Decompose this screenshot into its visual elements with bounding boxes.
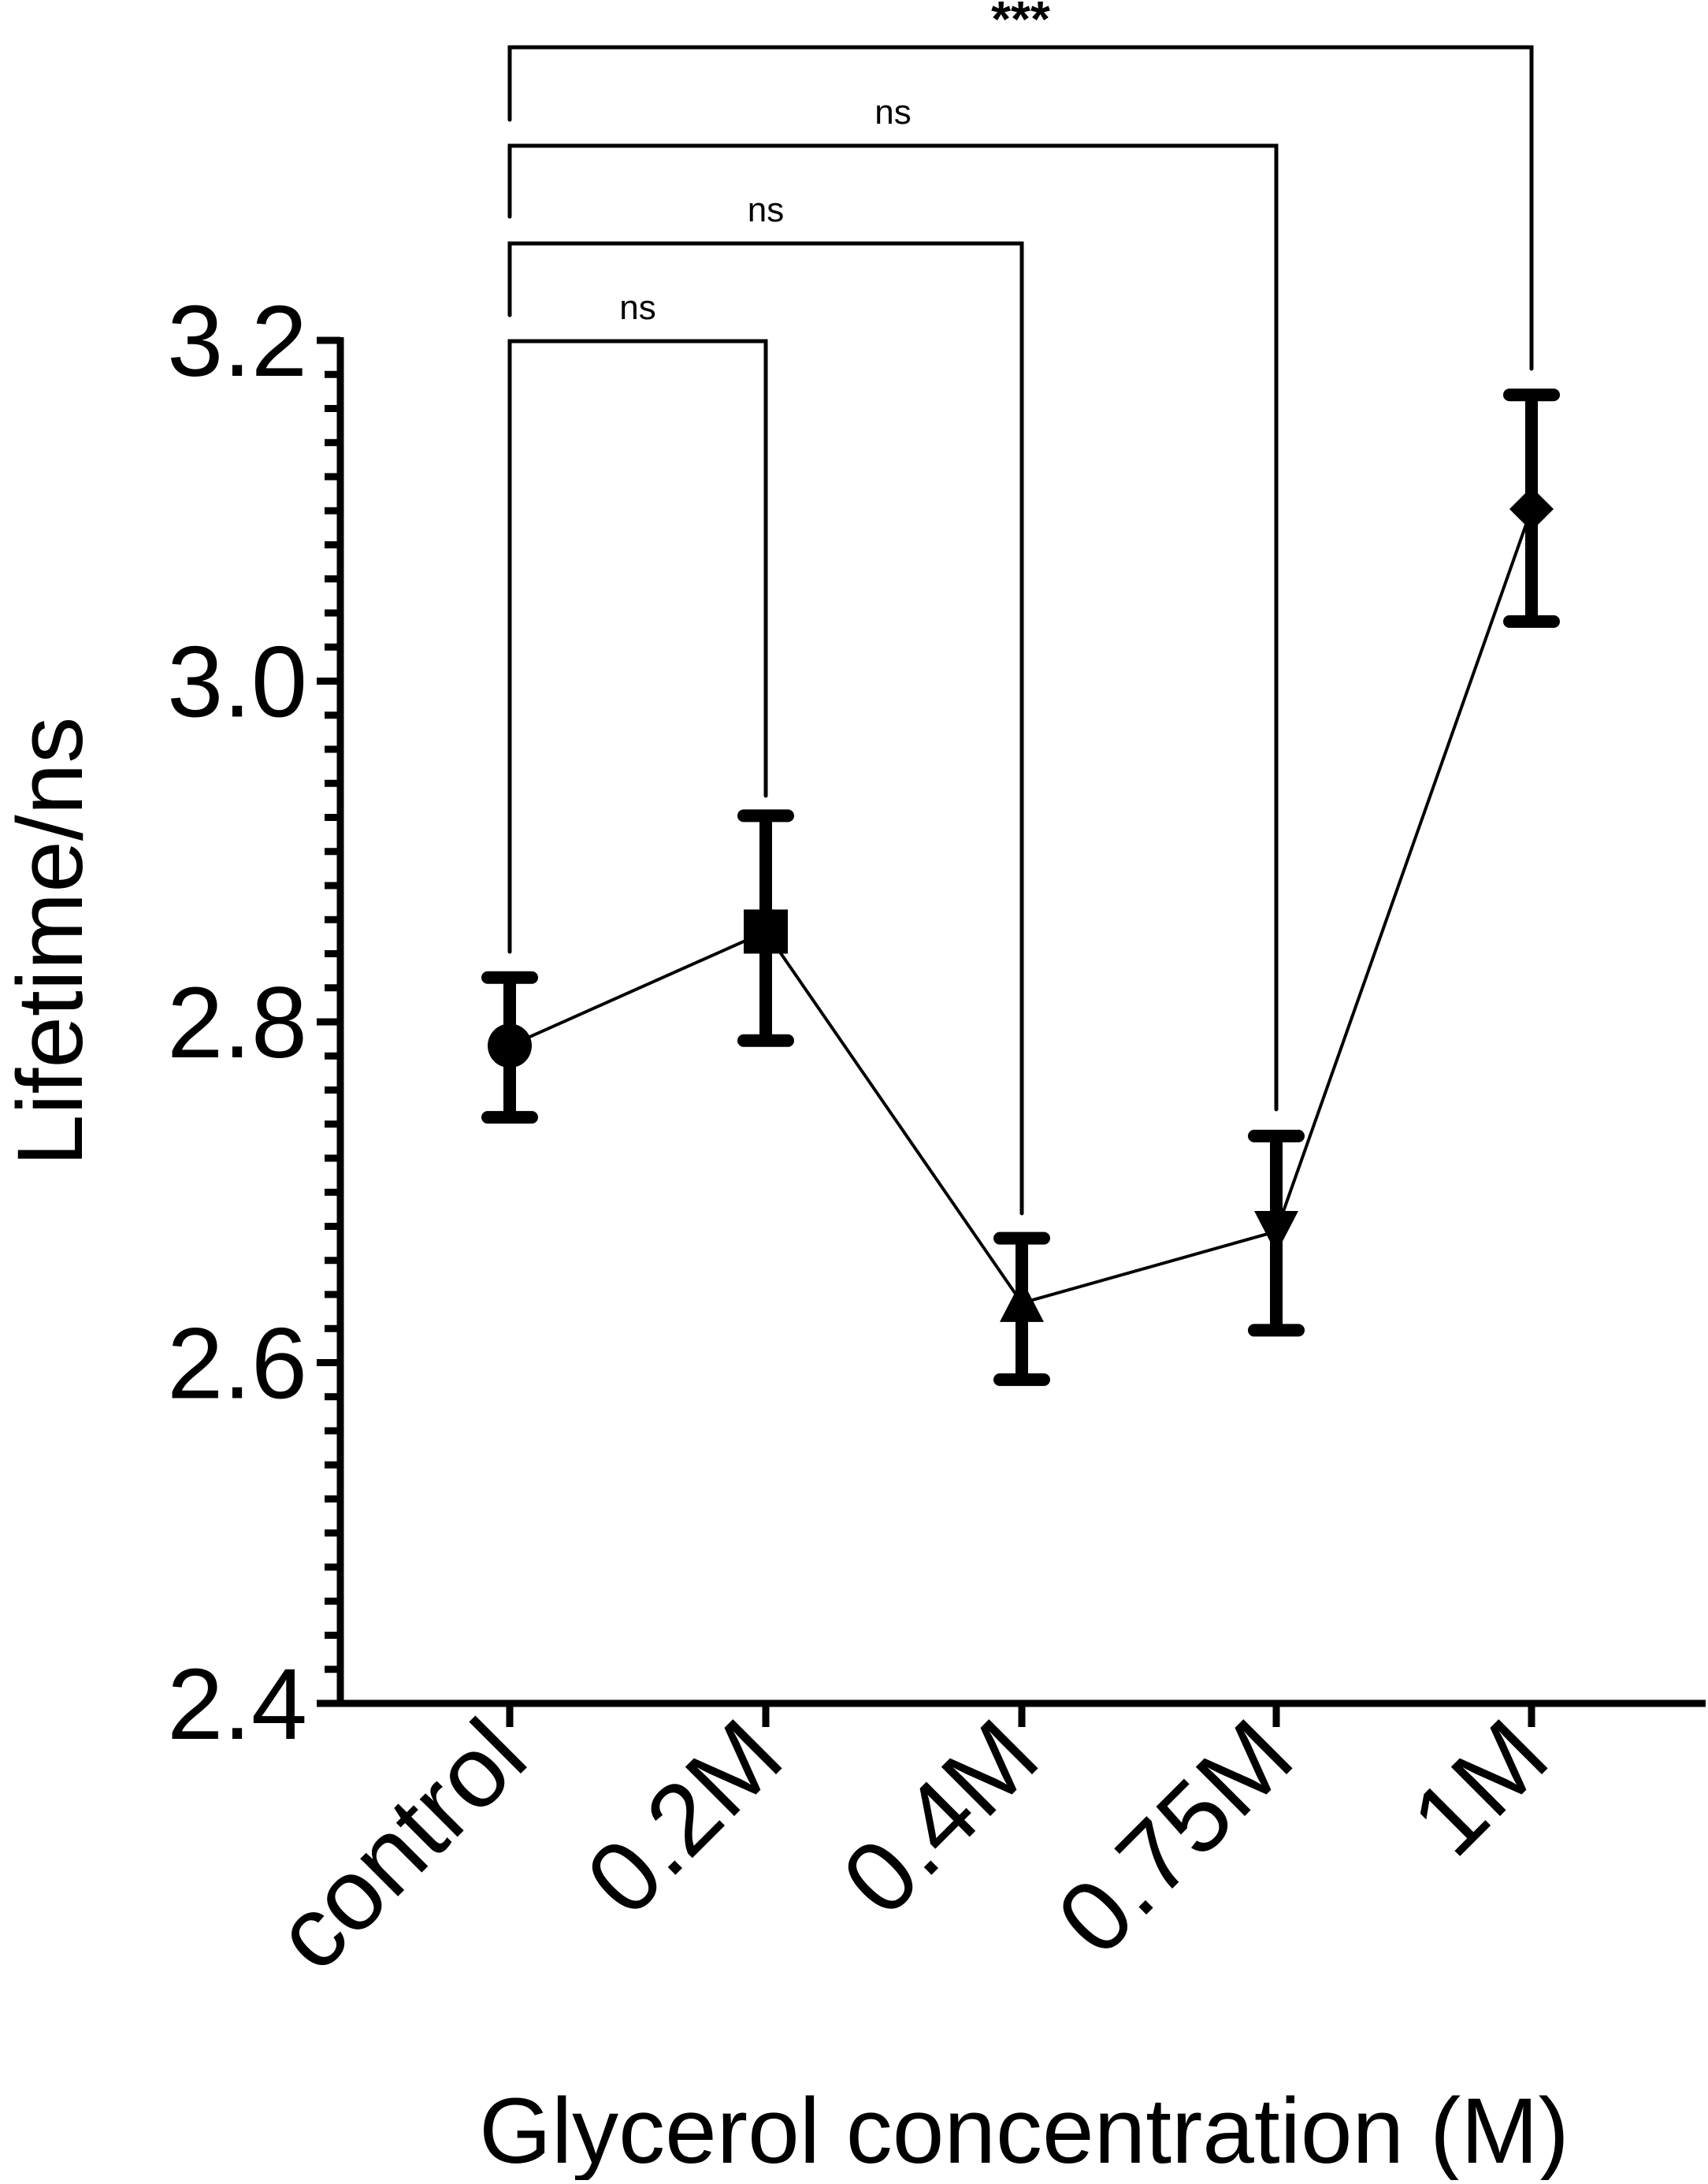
significance-bracket [507, 143, 1279, 1112]
significance-brackets: ns ns ns *** [507, 0, 1534, 1216]
significance-label: ns [874, 93, 911, 132]
significance-label: *** [991, 0, 1050, 47]
x-axis-label: Glycerol concentration (M) [479, 2079, 1569, 2180]
significance-bracket [507, 339, 768, 954]
significance-bracket [507, 241, 1024, 1216]
significance-label: ns [748, 191, 784, 229]
significance-label: ns [619, 288, 655, 327]
x-tick-label: 0.2M [565, 1699, 803, 1937]
y-tick-label: 2.8 [167, 967, 307, 1079]
data-series [481, 388, 1560, 1387]
y-axis-label: Lifetime/ns [0, 717, 102, 1167]
x-tick-label: 1M [1391, 1699, 1569, 1878]
y-tick-label: 2.6 [167, 1308, 307, 1421]
circle-marker [488, 1023, 532, 1068]
diamond-marker [1509, 487, 1554, 532]
triangle-up-marker [1000, 1279, 1044, 1322]
y-tick-label: 3.2 [167, 285, 307, 398]
x-tick-label: 0.4M [821, 1699, 1059, 1937]
triangle-down-marker [1254, 1210, 1298, 1254]
x-tick-label: 0.75M [1036, 1699, 1314, 1977]
square-marker [744, 909, 788, 954]
significance-bracket [507, 45, 1534, 371]
y-tick-label: 3.0 [167, 626, 307, 739]
y-tick-label: 2.4 [167, 1648, 307, 1761]
